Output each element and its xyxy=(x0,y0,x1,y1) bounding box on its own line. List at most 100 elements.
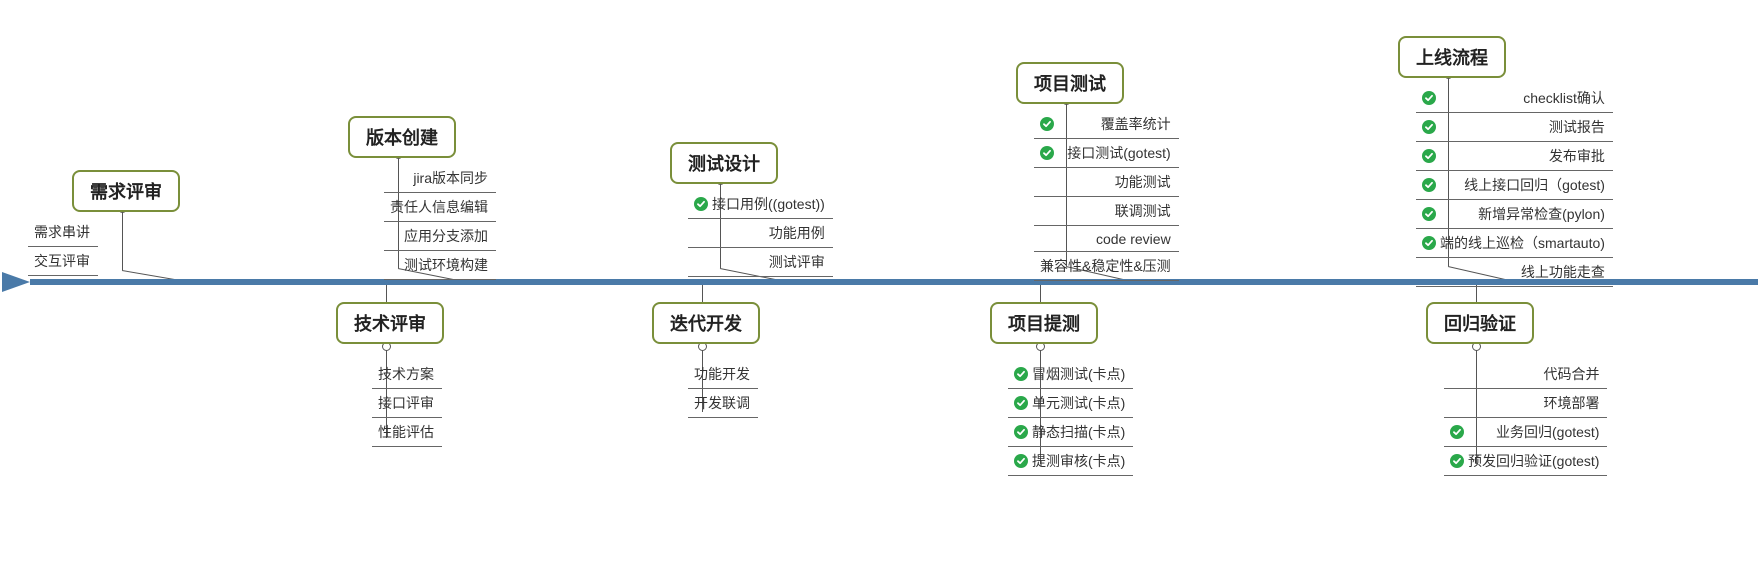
proj-submit-title: 项目提测 xyxy=(990,302,1098,344)
item-label: 接口测试(gotest) xyxy=(1058,143,1171,163)
iter-dev-item: 开发联调 xyxy=(688,389,758,418)
online-flow-item: 线上接口回归（gotest) xyxy=(1416,171,1613,200)
proj-test-item: 覆盖率统计 xyxy=(1034,110,1179,139)
tech-review-item: 接口评审 xyxy=(372,389,442,418)
item-label: jira版本同步 xyxy=(390,168,488,188)
proj-test-item: 兼容性&稳定性&压测 xyxy=(1034,252,1179,281)
check-icon xyxy=(1422,207,1436,221)
item-label: 责任人信息编辑 xyxy=(390,197,488,217)
item-label: 测试报告 xyxy=(1440,117,1605,137)
proj-submit-item: 提测审核(卡点) xyxy=(1008,447,1133,476)
req-review-item: 交互评审 xyxy=(28,247,98,276)
item-label: 技术方案 xyxy=(378,364,434,384)
check-icon xyxy=(1040,117,1054,131)
online-flow-item: checklist确认 xyxy=(1416,84,1613,113)
regression-item: 代码合并 xyxy=(1444,360,1607,389)
item-label: 测试环境构建 xyxy=(390,255,488,275)
online-flow-item: 测试报告 xyxy=(1416,113,1613,142)
proj-test-item: 联调测试 xyxy=(1034,197,1179,226)
tech-review-item: 性能评估 xyxy=(372,418,442,447)
item-label: 功能测试 xyxy=(1040,172,1171,192)
check-icon xyxy=(1014,425,1028,439)
req-review-items: 需求串讲交互评审 xyxy=(28,218,98,276)
check-icon xyxy=(1422,236,1436,250)
proj-test-item: 功能测试 xyxy=(1034,168,1179,197)
check-icon xyxy=(1422,120,1436,134)
item-label: 冒烟测试(卡点) xyxy=(1032,364,1125,384)
req-review-item: 需求串讲 xyxy=(28,218,98,247)
item-label: 覆盖率统计 xyxy=(1058,114,1171,134)
item-label: 开发联调 xyxy=(694,393,750,413)
regression-item: 预发回归验证(gotest) xyxy=(1444,447,1607,476)
proj-submit-items: 冒烟测试(卡点) 单元测试(卡点) 静态扫描(卡点) 提测审核(卡点) xyxy=(1008,360,1133,476)
item-label: 应用分支添加 xyxy=(390,226,488,246)
version-create-items: jira版本同步责任人信息编辑应用分支添加测试环境构建 xyxy=(384,164,496,280)
item-label: 预发回归验证(gotest) xyxy=(1468,451,1599,471)
check-icon xyxy=(1014,367,1028,381)
item-label: 联调测试 xyxy=(1040,201,1171,221)
item-label: 接口评审 xyxy=(378,393,434,413)
test-design-items: 接口用例((gotest)) 功能用例测试评审 xyxy=(688,190,833,277)
version-create-title: 版本创建 xyxy=(348,116,456,158)
item-label: 业务回归(gotest) xyxy=(1468,422,1599,442)
proj-test-item: code review xyxy=(1034,226,1179,252)
item-label: 提测审核(卡点) xyxy=(1032,451,1125,471)
iter-dev-item: 功能开发 xyxy=(688,360,758,389)
online-flow-item: 端的线上巡检（smartauto) xyxy=(1416,229,1613,258)
item-label: 新增异常检查(pylon) xyxy=(1440,204,1605,224)
version-create-item: 责任人信息编辑 xyxy=(384,193,496,222)
proj-submit-item: 单元测试(卡点) xyxy=(1008,389,1133,418)
item-label: 需求串讲 xyxy=(34,222,90,242)
check-icon xyxy=(1040,146,1054,160)
proj-submit-connector xyxy=(1040,282,1041,302)
item-label: 功能用例 xyxy=(694,223,825,243)
check-icon xyxy=(1422,178,1436,192)
online-flow-title: 上线流程 xyxy=(1398,36,1506,78)
tech-review-items: 技术方案接口评审性能评估 xyxy=(372,360,442,447)
online-flow-item: 发布审批 xyxy=(1416,142,1613,171)
check-icon xyxy=(1014,454,1028,468)
item-label: 单元测试(卡点) xyxy=(1032,393,1125,413)
iter-dev-title: 迭代开发 xyxy=(652,302,760,344)
online-flow-items: checklist确认测试报告发布审批线上接口回归（gotest) 新增异常检查(… xyxy=(1416,84,1613,287)
req-review-title: 需求评审 xyxy=(72,170,180,212)
item-label: 线上功能走查 xyxy=(1422,262,1605,282)
check-icon xyxy=(1450,425,1464,439)
iter-dev-connector xyxy=(702,282,703,302)
test-design-title: 测试设计 xyxy=(670,142,778,184)
item-label: 兼容性&稳定性&压测 xyxy=(1040,256,1171,276)
regression-items: 代码合并环境部署业务回归(gotest) 预发回归验证(gotest) xyxy=(1444,360,1607,476)
check-icon xyxy=(1014,396,1028,410)
req-review-items-rule xyxy=(122,218,123,270)
regression-item: 环境部署 xyxy=(1444,389,1607,418)
test-design-item: 测试评审 xyxy=(688,248,833,277)
item-label: 静态扫描(卡点) xyxy=(1032,422,1125,442)
item-label: 端的线上巡检（smartauto) xyxy=(1440,233,1605,253)
proj-test-items: 覆盖率统计接口测试(gotest) 功能测试联调测试 code review 兼容性&… xyxy=(1034,110,1179,281)
proj-submit-item: 冒烟测试(卡点) xyxy=(1008,360,1133,389)
spine-arrowhead xyxy=(2,272,30,292)
tech-review-connector xyxy=(386,282,387,302)
check-icon xyxy=(1422,91,1436,105)
version-create-item: 应用分支添加 xyxy=(384,222,496,251)
version-create-item: jira版本同步 xyxy=(384,164,496,193)
item-label: 测试评审 xyxy=(694,252,825,272)
regression-item: 业务回归(gotest) xyxy=(1444,418,1607,447)
item-label: 接口用例((gotest)) xyxy=(712,194,825,214)
item-label: 性能评估 xyxy=(378,422,434,442)
item-label: 发布审批 xyxy=(1440,146,1605,166)
proj-test-title: 项目测试 xyxy=(1016,62,1124,104)
regression-title: 回归验证 xyxy=(1426,302,1534,344)
item-label: 代码合并 xyxy=(1450,364,1599,384)
proj-test-item: 接口测试(gotest) xyxy=(1034,139,1179,168)
fishbone-diagram: 需求串讲交互评审 需求评审 jira版本同步责任人信息编辑应用分支添加测试环境构建 版… xyxy=(0,0,1758,569)
iter-dev-items: 功能开发开发联调 xyxy=(688,360,758,418)
tech-review-item: 技术方案 xyxy=(372,360,442,389)
online-flow-item: 新增异常检查(pylon) xyxy=(1416,200,1613,229)
check-icon xyxy=(694,197,708,211)
item-label: 功能开发 xyxy=(694,364,750,384)
item-label: checklist确认 xyxy=(1440,88,1605,108)
check-icon xyxy=(1422,149,1436,163)
proj-submit-item: 静态扫描(卡点) xyxy=(1008,418,1133,447)
test-design-item: 接口用例((gotest)) xyxy=(688,190,833,219)
